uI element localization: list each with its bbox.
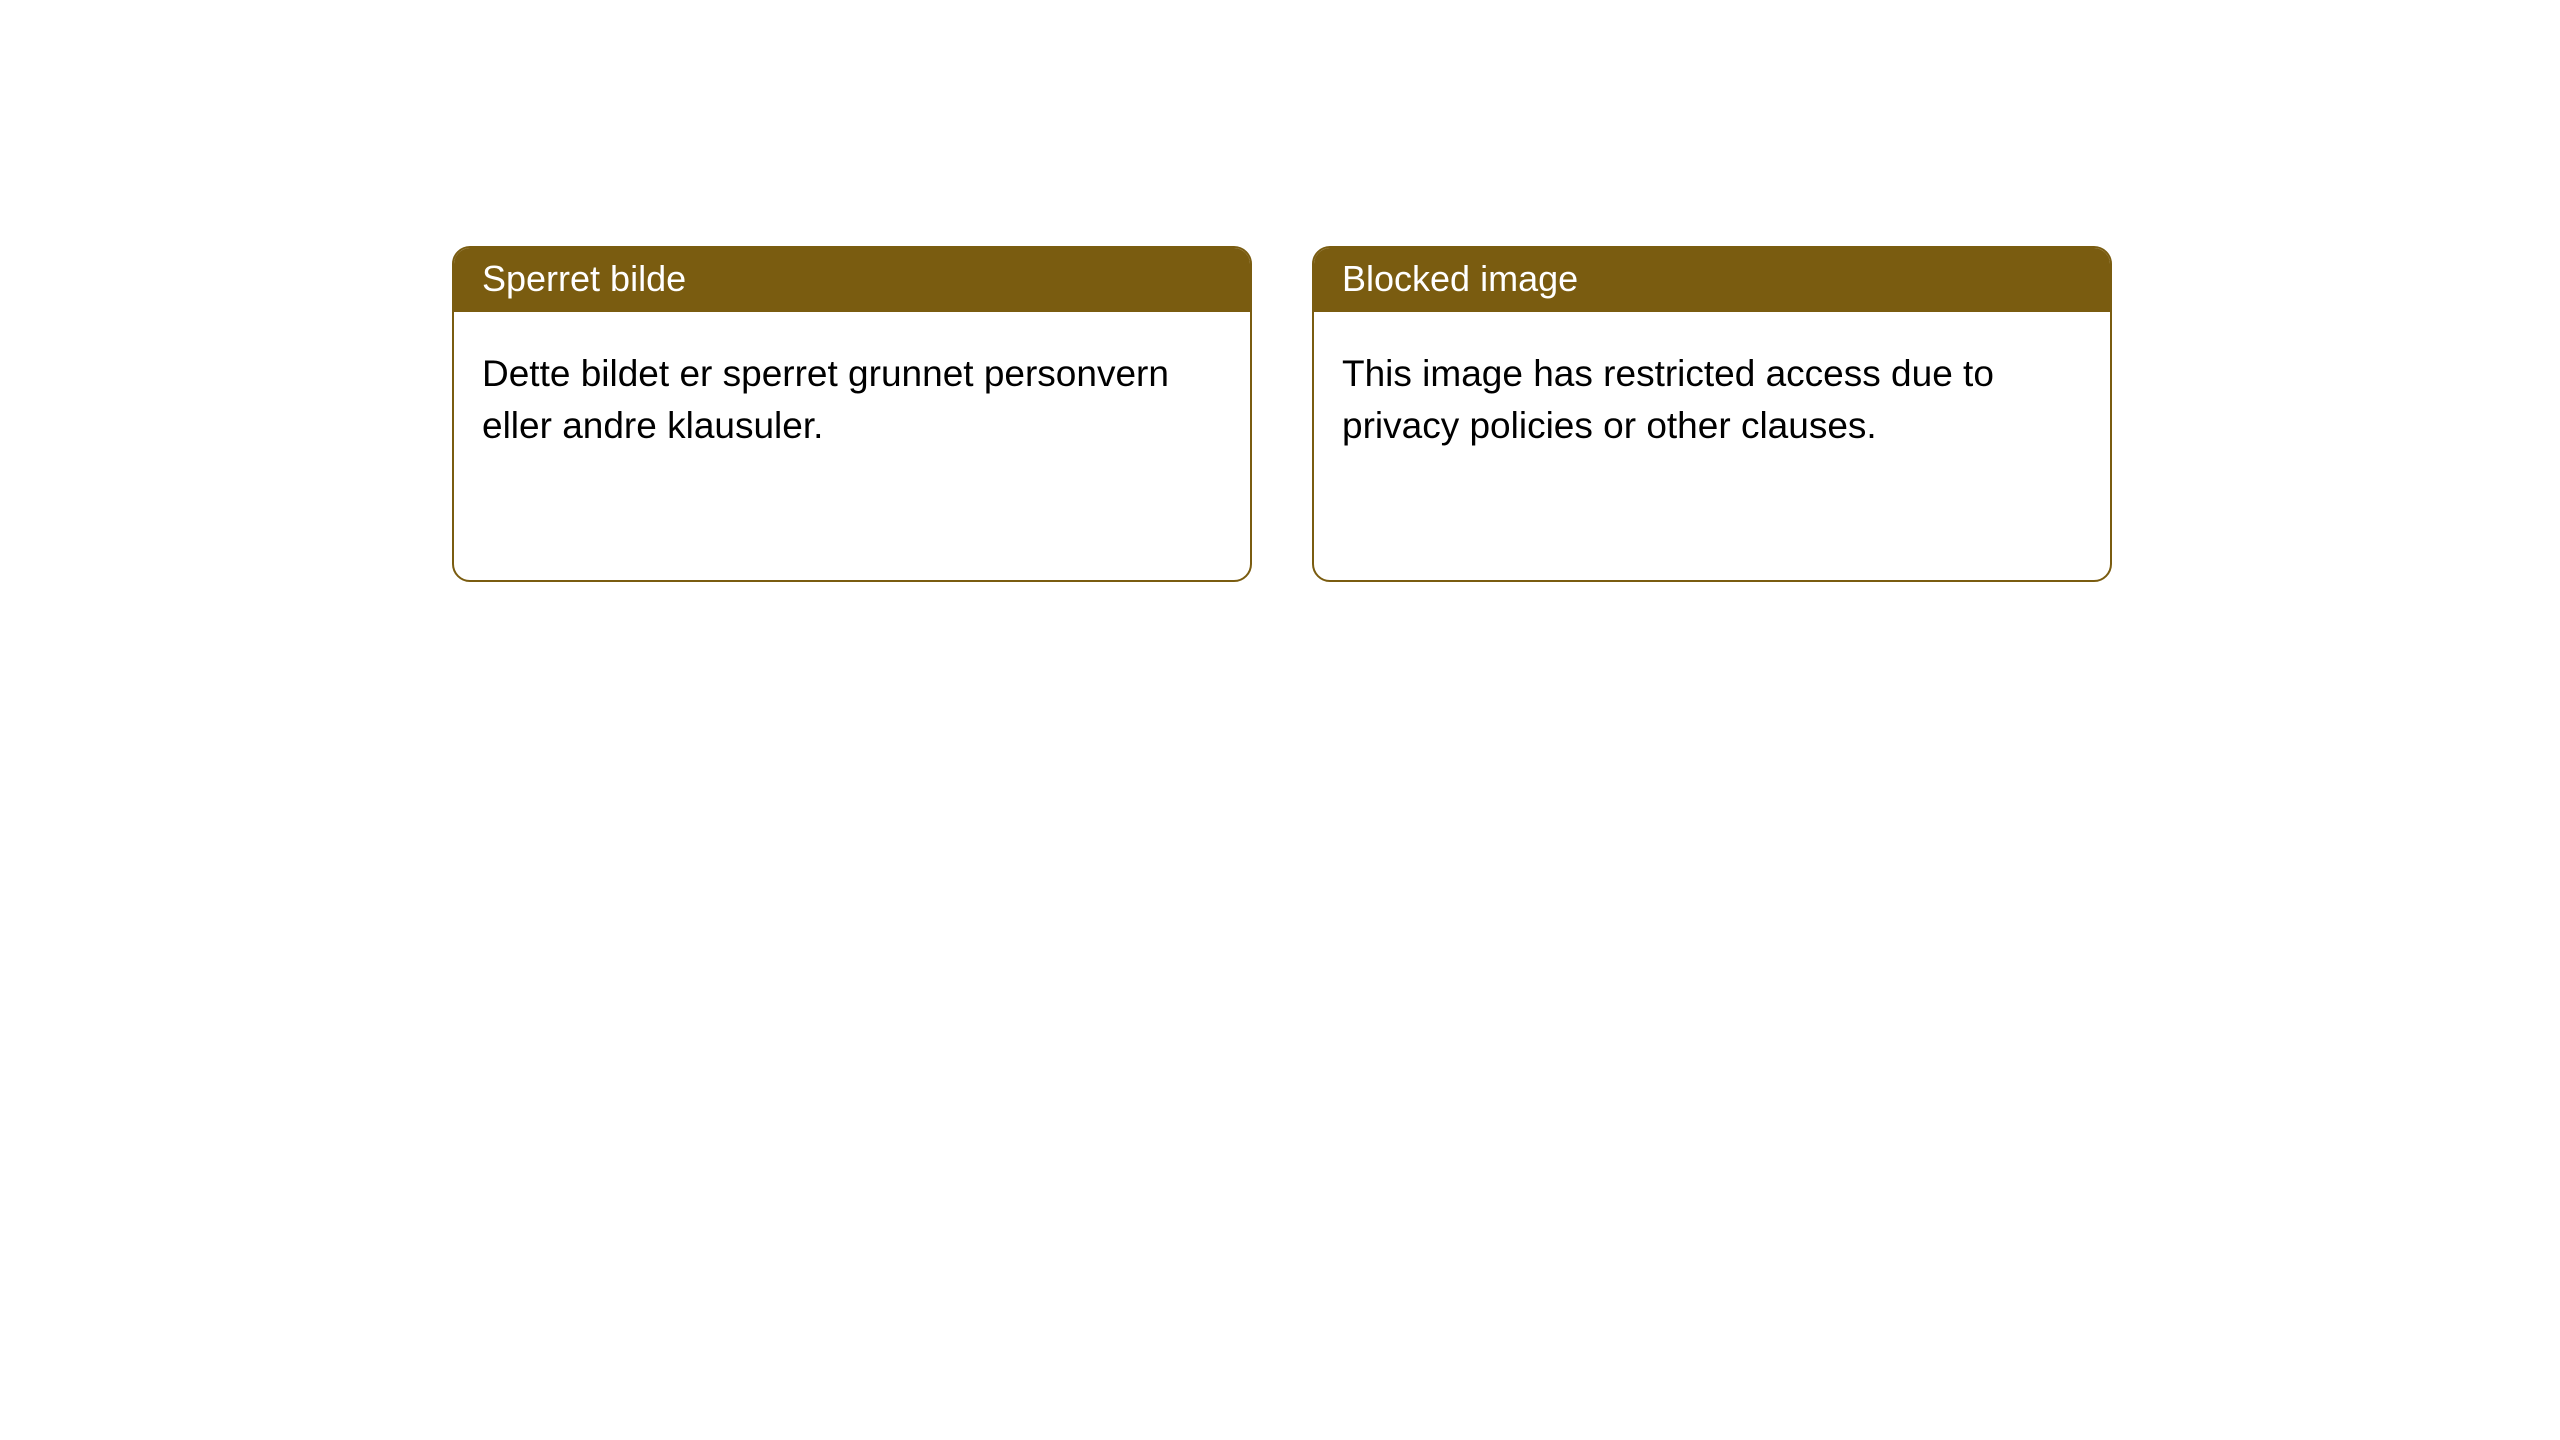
blocked-image-card-en: Blocked image This image has restricted … (1312, 246, 2112, 582)
card-header: Blocked image (1314, 248, 2110, 312)
card-body: This image has restricted access due to … (1314, 312, 2110, 488)
blocked-image-card-no: Sperret bilde Dette bildet er sperret gr… (452, 246, 1252, 582)
card-body: Dette bildet er sperret grunnet personve… (454, 312, 1250, 488)
notice-container: Sperret bilde Dette bildet er sperret gr… (452, 246, 2112, 582)
card-header: Sperret bilde (454, 248, 1250, 312)
